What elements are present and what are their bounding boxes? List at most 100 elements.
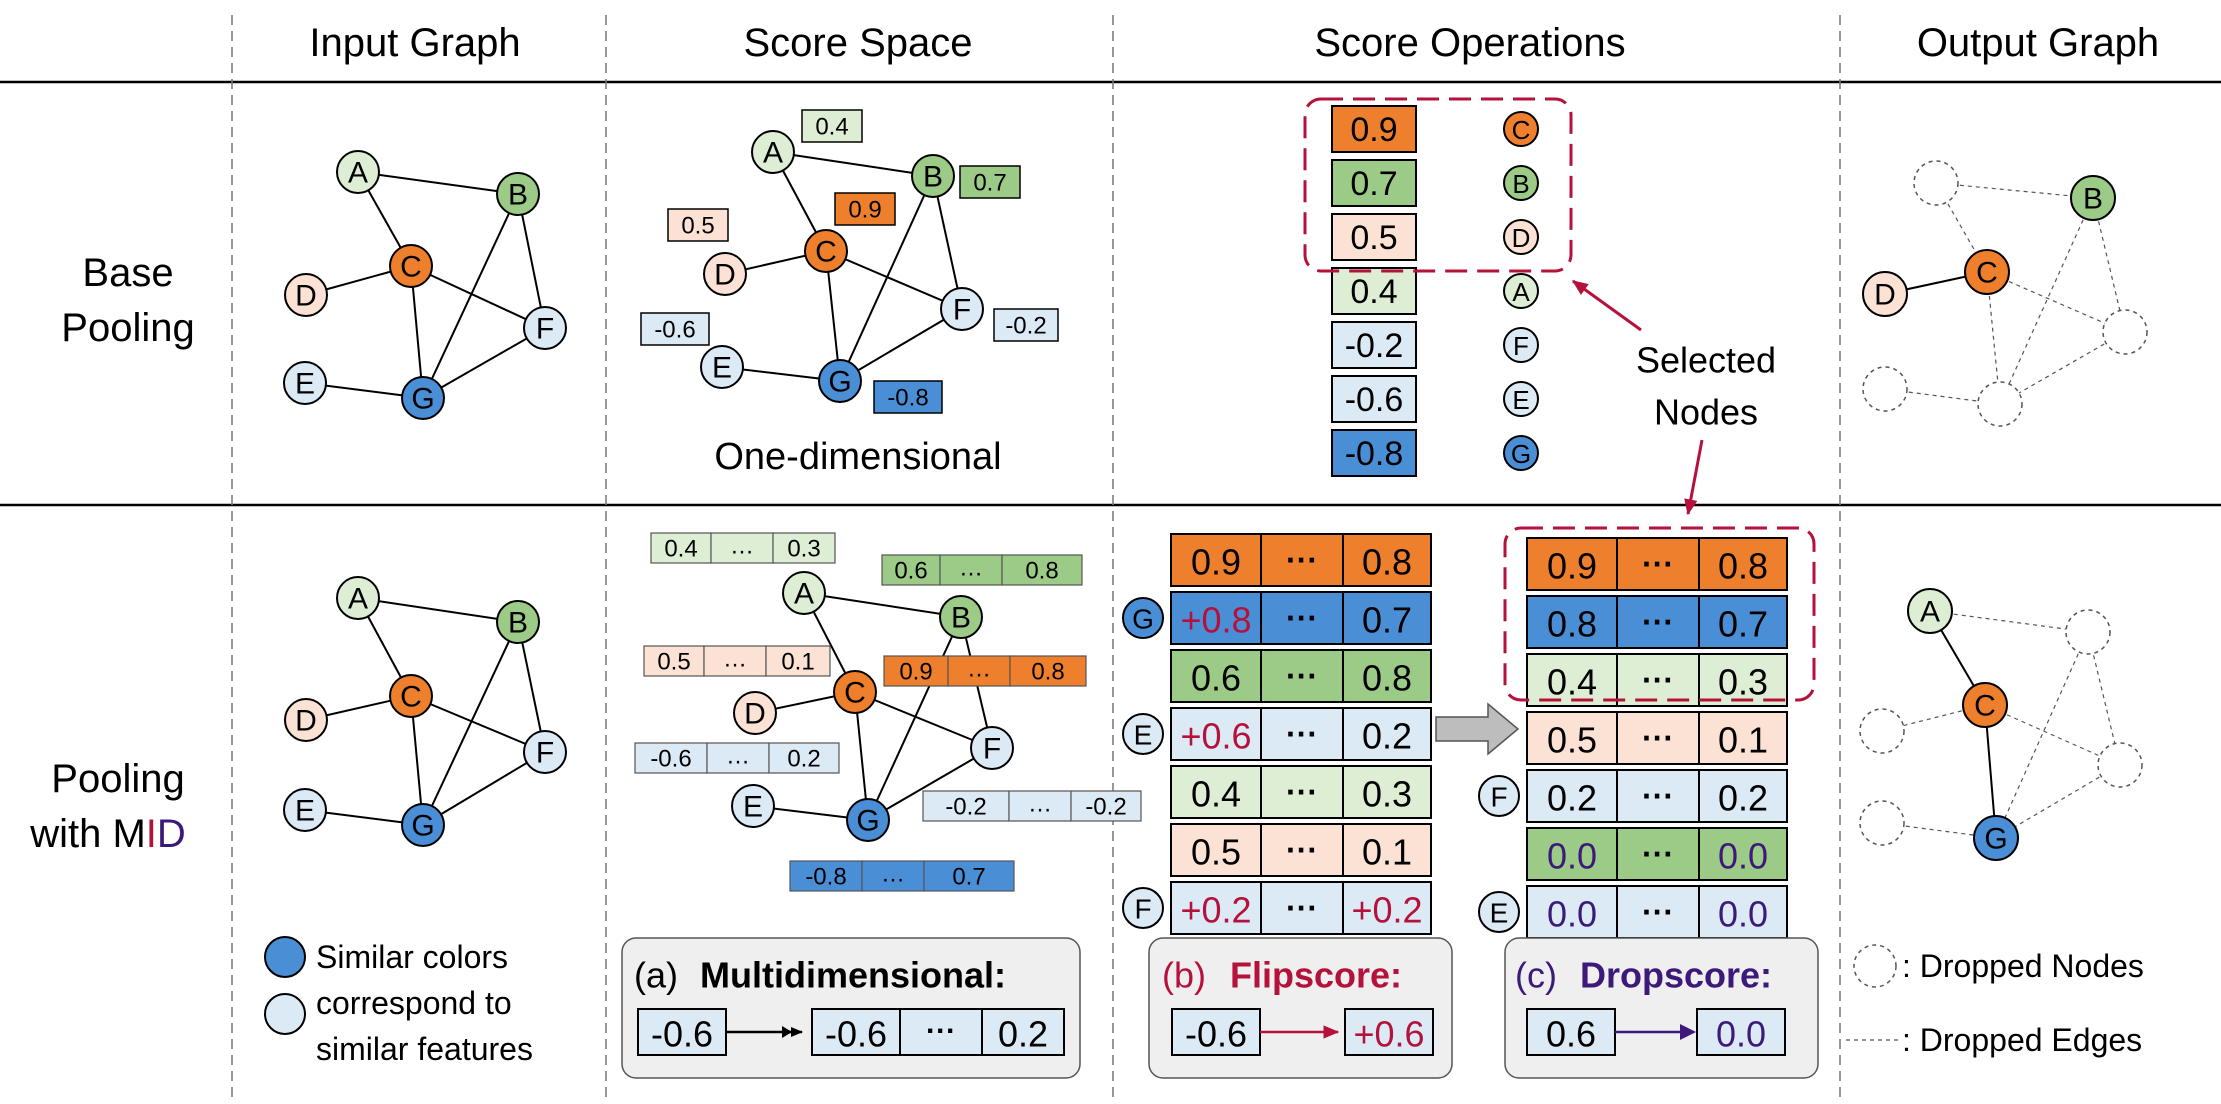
mid-output-node-a xyxy=(1907,588,1953,634)
box-c-title: Dropscore: xyxy=(1580,955,1772,996)
drop-matrix-cell-dots xyxy=(1616,885,1700,939)
drop-matrix-row: 0.9 ··· 0.8 xyxy=(1526,537,1788,591)
multi-tag-last: 0.7 xyxy=(952,864,985,891)
drop-matrix-cell-first xyxy=(1526,885,1618,939)
box-a-to-last xyxy=(981,1008,1065,1056)
header-score-operations: Score Operations xyxy=(1314,21,1625,65)
base-score-space-node-label-b: B xyxy=(923,161,943,194)
box-a-from xyxy=(637,1008,727,1056)
base-output-edge-BG xyxy=(1999,197,2094,405)
flip-matrix-first-value: +0.6 xyxy=(1180,716,1251,757)
multi-tag-ellipsis: … xyxy=(726,743,750,770)
multi-tag-cell xyxy=(922,790,1010,822)
flip-matrix-cell-dots xyxy=(1260,881,1344,935)
drop-matrix-last-value: 0.1 xyxy=(1718,720,1768,761)
multi-tag-cell xyxy=(923,860,1015,892)
flip-matrix-row: 0.6 ··· 0.8 xyxy=(1170,649,1432,703)
legend-dropped-nodes: : Dropped Nodes xyxy=(1902,948,2144,984)
ranked-score-cell xyxy=(1331,267,1417,315)
flip-matrix-node-label: E xyxy=(1134,720,1153,751)
drop-matrix-cell-last xyxy=(1698,653,1788,707)
legend-dropped-node-icon xyxy=(1853,944,1897,988)
one-dimensional-label: One-dimensional xyxy=(714,436,1001,478)
flip-matrix-dots: ··· xyxy=(1286,774,1318,810)
multi-tag-cell xyxy=(765,645,831,677)
base-output-dropped-node xyxy=(1913,160,1959,206)
base-input-node-label-c: C xyxy=(400,251,422,284)
ranked-row: 0.4 A xyxy=(1331,267,1539,315)
ranked-node-label: F xyxy=(1513,331,1529,361)
mid-input-node-a xyxy=(336,576,380,620)
mid-input-node-label-b: B xyxy=(508,607,528,640)
transition-arrow xyxy=(1435,702,1520,756)
base-input-node-a xyxy=(336,150,380,194)
base-input-edge-BF xyxy=(517,193,546,329)
box-b-tag: (b) xyxy=(1162,955,1206,996)
multi-tag-ellipsis: … xyxy=(881,861,905,888)
drop-matrix-cell-first xyxy=(1526,827,1618,881)
mid-output-node-label-a: A xyxy=(1920,596,1940,629)
drop-matrix-cell-dots xyxy=(1616,711,1700,765)
header-output-graph: Output Graph xyxy=(1917,21,2159,65)
flip-matrix-first-value: 0.9 xyxy=(1191,542,1241,583)
mid-score-space-edge-FG xyxy=(867,747,993,821)
multi-tag-cell xyxy=(1070,790,1142,822)
drop-matrix-last-value: 0.0 xyxy=(1718,894,1768,935)
box-a-from-value: -0.6 xyxy=(651,1014,713,1055)
ranked-score-value: 0.9 xyxy=(1350,111,1397,149)
score-tag-value-c: 0.9 xyxy=(848,197,881,224)
box-b-to xyxy=(1344,1008,1434,1056)
mid-score-space-graph: A B C D E F G xyxy=(731,571,1014,842)
flip-matrix-first-value: 0.6 xyxy=(1191,658,1241,699)
drop-matrix-row: 0.5 ··· 0.1 xyxy=(1526,711,1788,765)
score-tag-value-b: 0.7 xyxy=(973,170,1006,197)
multi-tag-d: 0.5 … 0.1 xyxy=(643,645,831,677)
legend-similar-line1: Similar colors xyxy=(316,939,508,975)
header-input-graph: Input Graph xyxy=(309,21,520,65)
base-input-node-label-b: B xyxy=(508,179,528,212)
box-c-tag: (c) xyxy=(1515,955,1557,996)
drop-matrix-cell-last xyxy=(1698,769,1788,823)
score-tag-g xyxy=(873,380,943,414)
multi-tag-cell xyxy=(703,645,767,677)
score-tag-value-f: -0.2 xyxy=(1005,313,1046,340)
ranked-node-label: C xyxy=(1512,115,1531,145)
base-score-space-node-g xyxy=(818,359,862,403)
base-input-node-e xyxy=(283,361,327,405)
selected-nodes-line2: Nodes xyxy=(1654,392,1758,433)
multi-tag-cell xyxy=(1008,790,1072,822)
base-output-node-b xyxy=(2070,175,2116,221)
base-output-node-d xyxy=(1862,271,1908,317)
base-input-edge-FG xyxy=(422,327,546,399)
base-score-space-node-e xyxy=(700,345,744,389)
box-a-arrow-tick xyxy=(782,1026,792,1038)
mid-score-space-node-f xyxy=(970,726,1014,770)
ranked-score-value: -0.8 xyxy=(1345,435,1404,473)
flip-matrix-node-label: G xyxy=(1132,604,1154,635)
drop-matrix-first-value: 0.9 xyxy=(1547,546,1597,587)
multi-tag-cell xyxy=(634,742,708,774)
mid-letter-i: I xyxy=(146,812,157,856)
ranked-node-label: A xyxy=(1512,277,1530,307)
mid-input-edge-BG xyxy=(422,621,519,826)
ranked-row: -0.6 E xyxy=(1331,375,1539,423)
mid-score-space-edge-CF xyxy=(854,691,993,749)
drop-matrix-cell-first xyxy=(1526,653,1618,707)
flip-matrix-cell-last xyxy=(1342,533,1432,587)
drop-matrix-dots: ··· xyxy=(1642,720,1674,756)
flip-matrix-cell-first xyxy=(1170,765,1262,819)
multi-tag-g: -0.8 … 0.7 xyxy=(789,860,1015,892)
ranked-row: 0.9 C xyxy=(1331,105,1539,153)
flip-matrix-node-e xyxy=(1122,713,1164,755)
ranked-score-cell xyxy=(1331,429,1417,477)
mid-letter-d: D xyxy=(157,812,186,856)
row-label-base-line2: Pooling xyxy=(61,306,194,350)
multi-tag-cell xyxy=(772,532,836,564)
multi-tag-last: 0.3 xyxy=(787,536,820,563)
drop-matrix-row: 0.2 ··· 0.2 F xyxy=(1478,769,1788,823)
multi-tag-last: -0.2 xyxy=(1085,794,1126,821)
base-output-edge-CF xyxy=(1986,271,2126,333)
multi-tag-first: 0.9 xyxy=(899,659,932,686)
drop-matrix-dots: ··· xyxy=(1642,546,1674,582)
mid-output-node-g xyxy=(1973,815,2019,861)
